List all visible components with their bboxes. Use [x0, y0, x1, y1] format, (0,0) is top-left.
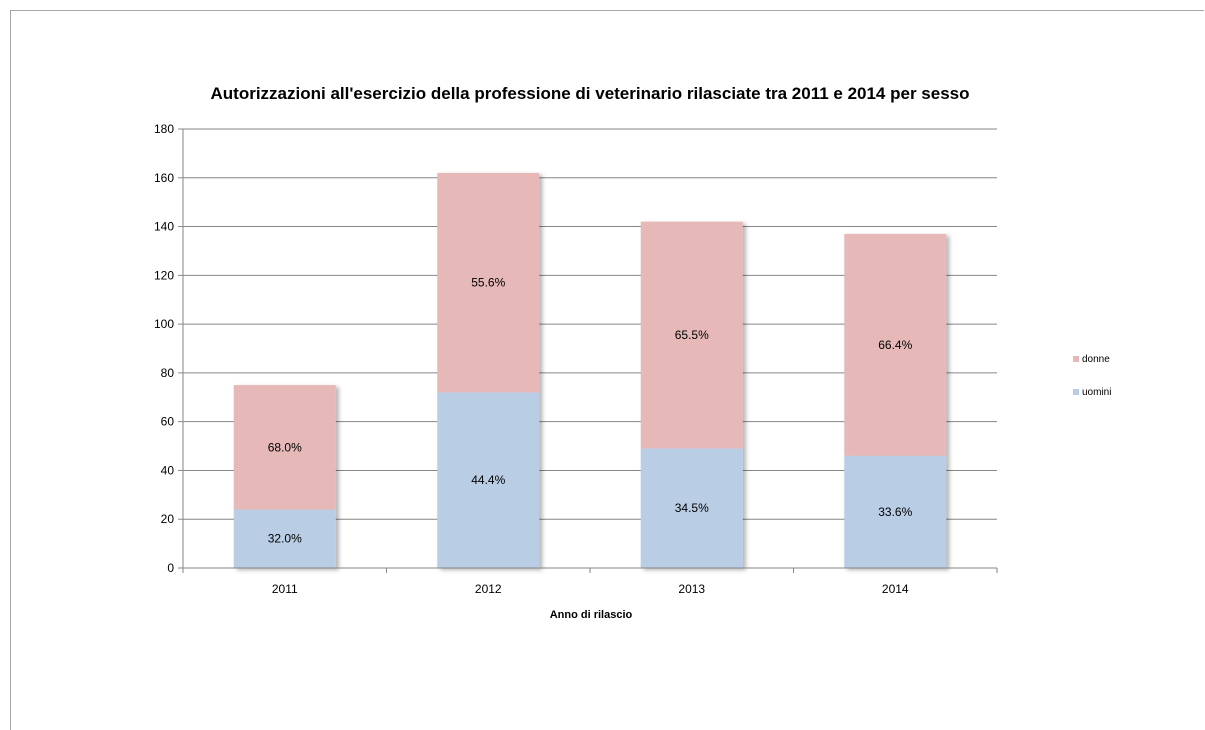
legend-item-donne: donne [1073, 354, 1110, 365]
y-tick-label: 40 [161, 463, 175, 477]
chart-title: Autorizzazioni all'esercizio della profe… [211, 84, 970, 103]
legend: donne uomini [1073, 354, 1111, 398]
legend-swatch-donne [1073, 356, 1079, 362]
axes: 0 20 40 60 80 100 120 140 160 180 2011 2012 2013 2014 [154, 122, 998, 596]
data-label-uomini-2012: 44.4% [471, 473, 505, 487]
bar-uomini-2013 [640, 448, 743, 568]
y-tick-label: 0 [167, 561, 174, 575]
data-label-uomini-2014: 33.6% [878, 505, 912, 519]
bar-stack-2014 [844, 233, 947, 568]
bar-stack-2013 [640, 221, 743, 568]
x-tick-label: 2011 [272, 582, 298, 596]
bar-donne-2013 [640, 221, 743, 449]
y-tick-label: 180 [154, 122, 174, 136]
y-tick-label: 100 [154, 317, 174, 331]
legend-label-donne: donne [1082, 354, 1110, 365]
x-tick-label: 2014 [882, 582, 909, 596]
y-tick-label: 140 [154, 220, 174, 234]
data-label-donne-2014: 66.4% [878, 338, 912, 352]
data-label-uomini-2013: 34.5% [675, 501, 709, 515]
bar-uomini-2014 [844, 455, 947, 568]
x-tick-label: 2012 [475, 582, 502, 596]
bar-stack-2012 [437, 172, 540, 568]
y-tick-label: 60 [161, 415, 175, 429]
chart-frame [10, 10, 1204, 730]
data-label-uomini-2011: 32.0% [268, 532, 302, 546]
bar-uomini-2011 [233, 509, 336, 568]
bar-uomini-2012 [437, 392, 540, 568]
legend-item-uomini: uomini [1073, 387, 1111, 398]
y-tick-label: 20 [161, 512, 175, 526]
data-label-donne-2013: 65.5% [675, 328, 709, 342]
data-label-donne-2012: 55.6% [471, 276, 505, 290]
x-axis-title: Anno di rilascio [550, 609, 633, 621]
y-tick-label: 120 [154, 268, 174, 282]
bar-donne-2011 [233, 385, 336, 510]
y-tick-label: 80 [161, 366, 175, 380]
y-tick-label: 160 [154, 171, 174, 185]
legend-label-uomini: uomini [1082, 387, 1111, 398]
data-label-donne-2011: 68.0% [268, 440, 302, 454]
bars: 32.0% 68.0% 44.4% 55.6% 34.5% 65.5% 33.6% 66.4% [233, 172, 947, 568]
bar-donne-2014 [844, 233, 947, 456]
legend-swatch-uomini [1073, 389, 1079, 395]
x-tick-label: 2013 [678, 582, 705, 596]
bar-stack-2011 [233, 385, 336, 568]
bar-donne-2012 [437, 172, 540, 393]
